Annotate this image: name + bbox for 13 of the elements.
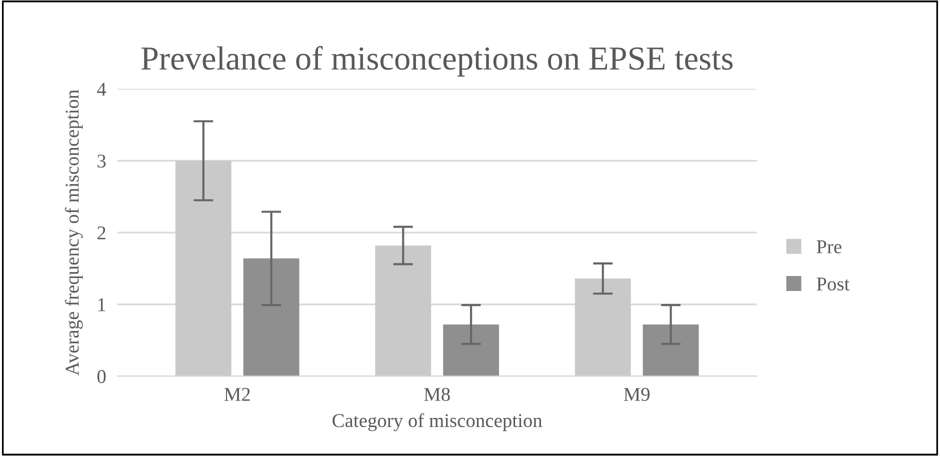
x-axis-title: Category of misconception [332,413,542,432]
legend-label: Post [816,278,850,291]
y-axis-title: Average frequency of misconception [64,90,83,376]
y-tick-label: 0 [97,370,106,384]
y-tick-label: 3 [98,154,106,168]
y-tick-label: 1 [98,298,106,312]
y-tick-label: 4 [97,82,106,96]
x-tick-label: M8 [424,388,450,401]
legend-label: Pre [816,240,842,254]
x-tick-label: M2 [224,388,250,401]
y-tick-label: 2 [98,226,106,240]
chart-title: Prevelance of misconceptions on EPSE tests [141,46,733,77]
x-tick-label: M9 [624,388,650,401]
